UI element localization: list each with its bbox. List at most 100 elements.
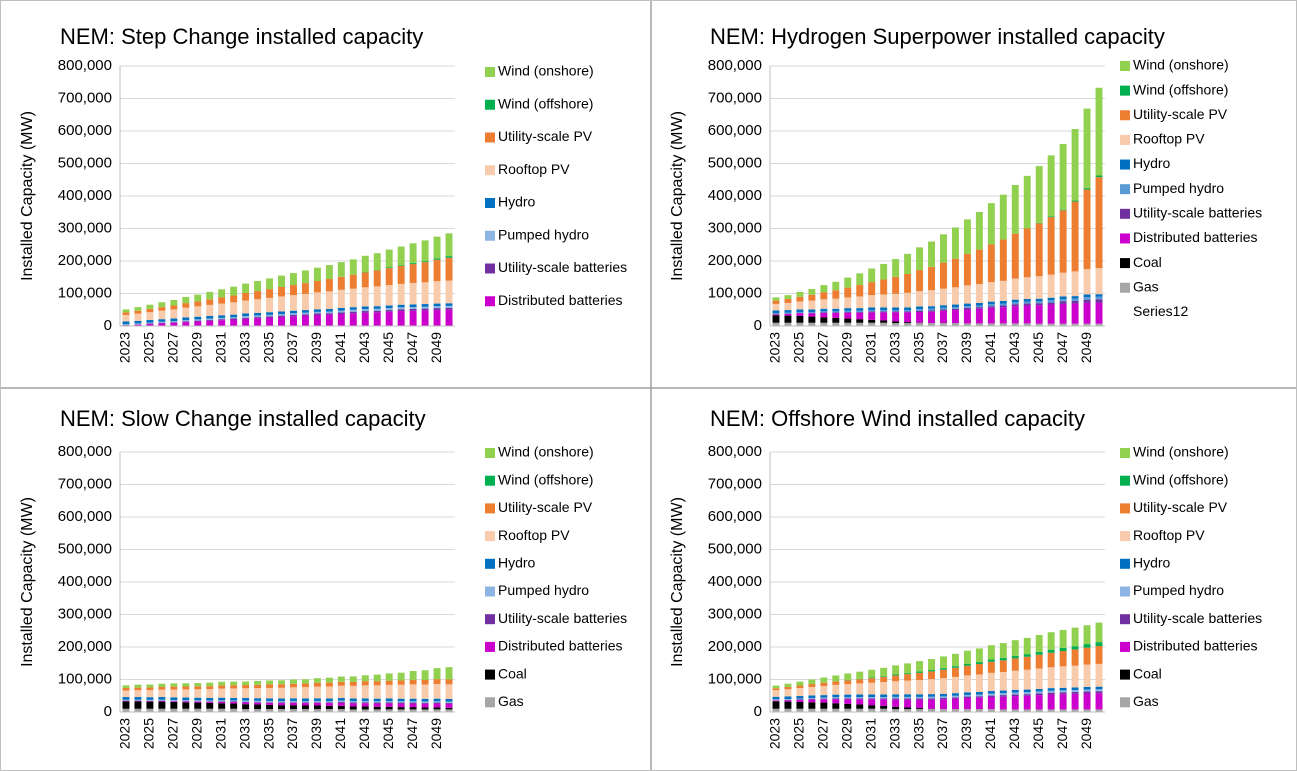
bar-segment <box>808 702 816 709</box>
y-tick-label: 300,000 <box>58 605 112 622</box>
bar-segment <box>772 701 780 709</box>
bar-segment <box>373 286 381 307</box>
bar-segment <box>844 297 852 309</box>
bar-segment <box>266 314 274 317</box>
bar-segment <box>1059 296 1067 300</box>
x-tick-label: 2047 <box>404 332 420 363</box>
bar-segment <box>409 701 417 703</box>
bar-segment <box>1035 223 1043 277</box>
bar-segment <box>999 660 1007 673</box>
bar-segment <box>385 701 393 703</box>
bar-segment <box>290 310 297 314</box>
bar-segment <box>361 255 369 273</box>
bar-segment <box>796 688 804 696</box>
bar-segment <box>832 697 840 699</box>
x-tick-label: 2033 <box>886 718 902 749</box>
bar-segment <box>1023 301 1031 304</box>
bar-segment <box>999 695 1007 697</box>
bar-segment <box>1047 694 1055 710</box>
bar-segment <box>772 314 780 316</box>
bar-segment <box>928 696 935 699</box>
bar-segment <box>349 698 357 702</box>
bar-segment <box>951 308 959 311</box>
bar-segment <box>844 308 852 311</box>
bar-segment <box>385 698 393 702</box>
bar-segment <box>963 709 971 712</box>
bar-segment <box>301 310 309 313</box>
bar-segment <box>1083 299 1091 303</box>
bar-segment <box>1047 709 1055 712</box>
bar-segment <box>409 263 417 265</box>
bar-segment <box>278 709 285 712</box>
legend-swatch <box>1120 282 1130 293</box>
legend-label: Hydro <box>498 555 536 571</box>
bar-segment <box>385 709 393 712</box>
bar-segment <box>1035 654 1043 669</box>
bar-segment <box>254 702 262 705</box>
legend-label: Pumped hydro <box>498 226 589 242</box>
bar-segment <box>242 293 250 301</box>
bar-segment <box>254 709 262 712</box>
bar-segment <box>975 211 983 250</box>
bar-segment <box>1023 669 1031 690</box>
bar-segment <box>796 309 804 313</box>
bar-segment <box>349 309 357 312</box>
x-tick-label: 2041 <box>332 332 348 363</box>
bar-segment <box>987 301 995 305</box>
bar-segment <box>134 684 142 688</box>
y-tick-label: 500,000 <box>708 154 762 171</box>
y-tick-label: 600,000 <box>708 508 762 525</box>
bar-segment <box>242 317 250 319</box>
bar-segment <box>999 672 1007 691</box>
bar-segment <box>904 311 912 313</box>
bar-segment <box>194 316 202 320</box>
bar-segment <box>784 312 792 314</box>
bar-segment <box>146 690 154 698</box>
bar-segment <box>880 311 888 313</box>
legend-swatch <box>1120 208 1130 219</box>
bar-segment <box>385 684 393 699</box>
x-tick-label: 2049 <box>428 718 444 749</box>
bar-segment <box>1083 108 1091 189</box>
legend-label: Wind (onshore) <box>498 63 594 79</box>
bar-segment <box>808 300 816 310</box>
legend-swatch <box>485 296 495 307</box>
bar-segment <box>796 315 804 323</box>
bar-segment <box>445 309 453 326</box>
bar-segment <box>325 709 333 712</box>
bar-segment <box>1083 625 1091 645</box>
bar-segment <box>361 287 369 307</box>
bar-segment <box>880 682 888 695</box>
bar-segment <box>987 304 995 307</box>
bar-segment <box>122 321 130 325</box>
bar-segment <box>820 299 828 309</box>
bar-segment <box>1047 692 1055 695</box>
bar-segment <box>182 686 190 690</box>
x-tick-label: 2043 <box>356 718 372 749</box>
bar-segment <box>796 701 804 709</box>
bar-segment <box>832 317 840 323</box>
bar-segment <box>844 697 852 699</box>
bar-segment <box>313 698 321 701</box>
bar-segment <box>373 674 381 682</box>
y-axis-label: Installed Capacity (MW) <box>669 111 686 281</box>
bar-segment <box>1011 689 1019 693</box>
bar-segment <box>832 308 840 312</box>
bar-segment <box>218 701 226 702</box>
bar-segment <box>1023 637 1031 655</box>
bar-segment <box>1035 323 1043 326</box>
x-tick-label: 2045 <box>1030 332 1046 363</box>
bar-segment <box>266 289 274 298</box>
bar-segment <box>1047 302 1055 305</box>
bar-segment <box>820 686 828 696</box>
legend-label: Hydro <box>1133 155 1171 171</box>
bar-segment <box>182 319 190 322</box>
bar-segment <box>904 312 912 323</box>
bar-segment <box>134 687 142 691</box>
bar-segment <box>772 690 780 697</box>
bar-segment <box>928 323 935 326</box>
bar-segment <box>170 300 178 306</box>
legend-swatch <box>485 230 495 241</box>
bar-segment <box>313 280 321 293</box>
bar-segment <box>325 682 333 687</box>
